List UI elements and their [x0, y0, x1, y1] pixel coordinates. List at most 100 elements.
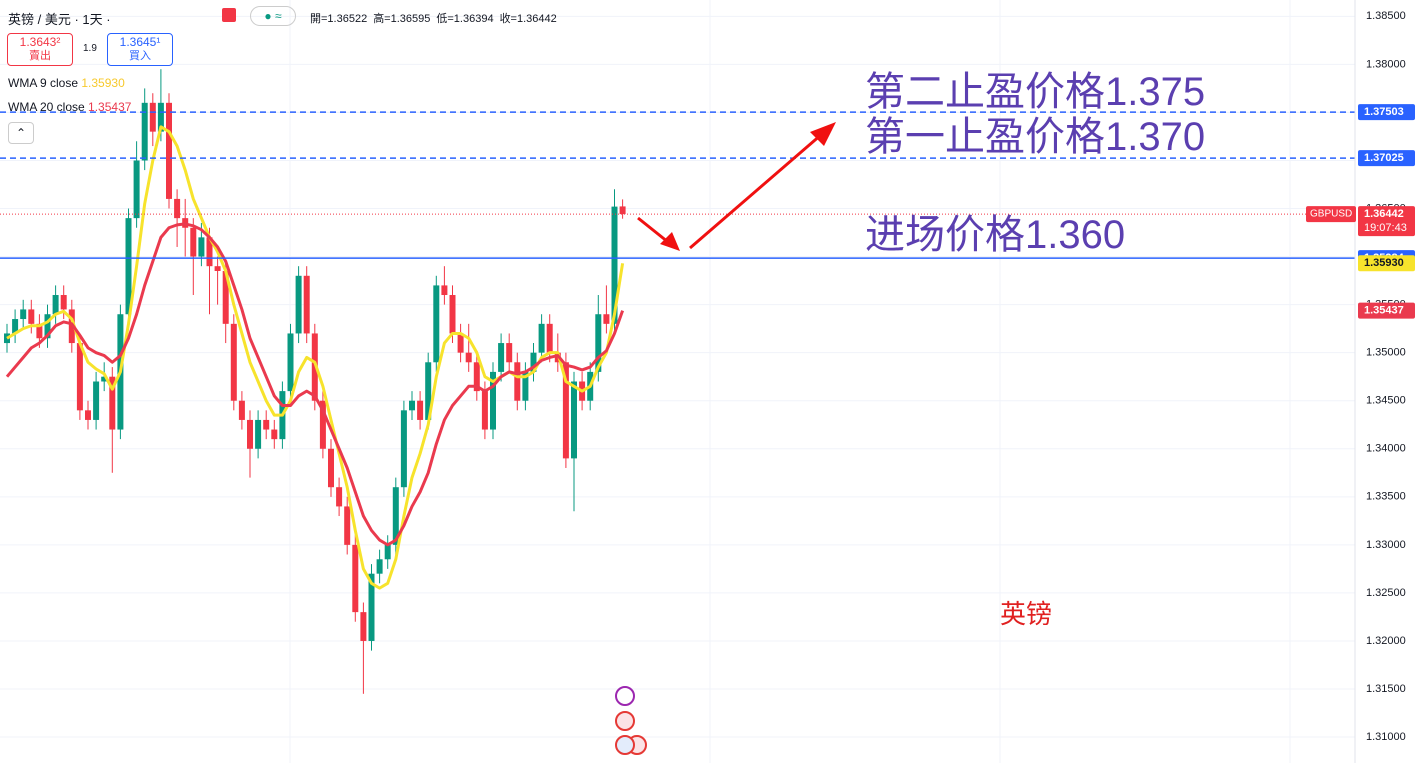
arrows	[637, 122, 836, 251]
y-tick-label: 1.32000	[1366, 635, 1406, 647]
candle-body	[490, 371, 496, 430]
price-tag: 1.36442	[1364, 208, 1404, 220]
candle-body	[44, 314, 51, 339]
price-tag-bg	[1358, 206, 1415, 237]
candle-body	[109, 376, 116, 430]
candle-body	[481, 391, 488, 430]
candle-body	[166, 102, 172, 199]
candle-body	[149, 102, 156, 132]
event-icons	[615, 686, 647, 755]
y-tick-label: 1.32500	[1366, 587, 1406, 599]
candle-body	[611, 206, 618, 324]
wma-line	[6, 125, 625, 590]
candle-body	[238, 400, 245, 420]
candle-body	[85, 410, 91, 420]
level-tag: 1.37025	[1364, 152, 1404, 164]
candle-body	[303, 275, 310, 334]
indicator-legend: WMA 20 close 1.35437	[8, 100, 131, 114]
wma9-tag: 1.35930	[1364, 257, 1404, 269]
candle-body	[562, 362, 569, 459]
candle-body	[603, 314, 610, 324]
buy-button[interactable]: 1.3645¹ 買入	[107, 33, 173, 66]
flag-icon[interactable]	[222, 8, 236, 22]
annotation: 英镑	[1000, 600, 1053, 630]
ohlc-legend: 開=1.36522 高=1.36595 低=1.36394 收=1.36442	[310, 10, 563, 26]
wma20-tag: 1.35437	[1364, 305, 1404, 317]
wma-line	[5, 222, 625, 547]
symbol-tag: GBPUSD	[1310, 209, 1352, 220]
candle-body	[198, 237, 205, 257]
candle-body	[125, 218, 132, 315]
candle-body	[319, 400, 326, 449]
candle-body	[465, 352, 472, 363]
candle-body	[157, 102, 164, 132]
candle-body	[20, 309, 27, 320]
y-tick-label: 1.38000	[1366, 58, 1406, 70]
candle-body	[255, 419, 262, 449]
candle-body	[52, 295, 59, 315]
candle-body	[457, 333, 464, 353]
candle-body	[522, 371, 529, 401]
indicator-value: 1.35437	[88, 100, 132, 114]
candle-body	[93, 381, 100, 420]
sell-price: 1.3643²	[19, 35, 61, 49]
candle-body	[392, 487, 399, 545]
candle-body	[514, 362, 521, 401]
annotation: 第二止盈价格1.375	[865, 70, 1206, 114]
indicator-legend: WMA 9 close 1.35930	[8, 76, 125, 90]
candle-body	[230, 323, 237, 401]
candle-body	[571, 381, 577, 459]
icon	[615, 735, 635, 755]
arrow-head	[810, 122, 836, 146]
candle-body	[36, 323, 43, 339]
candle-body	[538, 323, 545, 353]
icon	[615, 686, 635, 706]
countdown: 19:07:43	[1364, 222, 1407, 234]
candle-body	[376, 559, 383, 574]
candle-body	[222, 270, 229, 324]
symbol[interactable]: 英镑 / 美元 · 1天 ·	[8, 12, 111, 27]
candle-body	[133, 160, 140, 219]
candle-body	[344, 506, 351, 545]
ohlc-value: 收=1.36442	[499, 13, 557, 25]
candle-body	[595, 314, 602, 372]
collapse-button[interactable]: ⌃	[8, 122, 34, 144]
candle-body	[530, 352, 537, 372]
candle-body	[206, 237, 213, 267]
candle-body	[409, 400, 415, 411]
ohlc-value: 低=1.36394	[436, 13, 494, 25]
sell-button[interactable]: 1.3643² 賣出	[7, 33, 73, 66]
y-tick-label: 1.38500	[1366, 10, 1406, 22]
annotation: 进场价格1.360	[865, 213, 1126, 257]
candle-body	[546, 323, 553, 353]
level-tag: 1.37503	[1364, 106, 1404, 118]
indicator-name: WMA 20 close	[8, 100, 85, 114]
candle-body	[400, 410, 407, 488]
candle-body	[287, 333, 294, 392]
level-tag-bg	[1358, 104, 1415, 121]
arrow	[637, 216, 669, 244]
candle-body	[141, 102, 148, 161]
candle-body	[449, 295, 456, 334]
y-tick-label: 1.33000	[1366, 539, 1406, 551]
candle-body	[506, 343, 513, 363]
icon	[615, 711, 635, 731]
candle-body	[28, 309, 35, 324]
candle-body	[384, 544, 391, 560]
candle-body	[12, 319, 19, 334]
candle-body	[352, 544, 359, 613]
symbol-tag-bg	[1306, 206, 1356, 223]
sell-label: 賣出	[29, 50, 51, 62]
y-tick-label: 1.35000	[1366, 347, 1406, 359]
ohlc-value: 開=1.36522	[310, 13, 368, 25]
wma20-tag-bg	[1358, 302, 1415, 319]
status-pill[interactable]: ● ≈	[250, 6, 296, 26]
candle-body	[433, 285, 440, 363]
y-tick-label: 1.34500	[1366, 395, 1406, 407]
y-tick-label: 1.34000	[1366, 443, 1406, 455]
candle-body	[441, 285, 448, 296]
level-tag-bg	[1358, 150, 1415, 167]
arrow	[689, 132, 823, 250]
